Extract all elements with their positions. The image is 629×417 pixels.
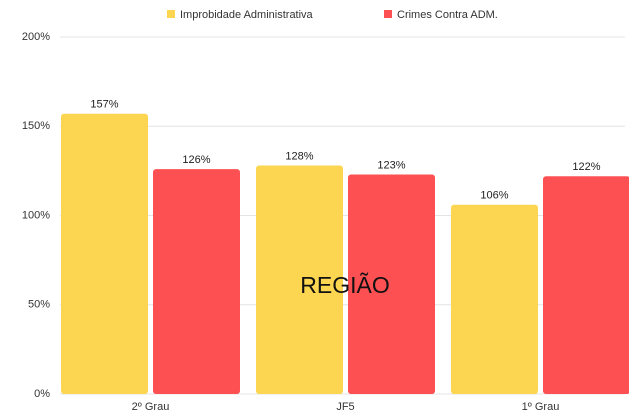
y-tick-label: 150%	[22, 120, 50, 132]
legend-swatch	[384, 10, 392, 18]
value-label: 106%	[480, 190, 508, 202]
annotation: REGIÃO	[300, 272, 389, 298]
value-label: 123%	[377, 159, 405, 171]
x-tick-label: JF5	[336, 401, 354, 413]
value-label: 126%	[182, 154, 210, 166]
bar	[451, 204, 538, 394]
y-tick-label: 0%	[34, 388, 50, 400]
x-tick-label: 2º Grau	[132, 401, 170, 413]
value-label: 128%	[285, 150, 313, 162]
bar	[61, 113, 148, 394]
y-tick-label: 200%	[22, 31, 50, 43]
x-tick-label: 1º Grau	[522, 401, 560, 413]
legend-label: Crimes Contra ADM.	[397, 9, 498, 21]
value-label: 157%	[90, 99, 118, 111]
bar	[348, 174, 435, 394]
legend-label: Improbidade Administrativa	[180, 9, 314, 21]
bar	[153, 169, 240, 394]
y-tick-label: 100%	[22, 209, 50, 221]
bar	[543, 176, 629, 394]
y-tick-label: 50%	[28, 299, 50, 311]
value-label: 122%	[572, 161, 600, 173]
legend-swatch	[167, 10, 175, 18]
bar	[256, 165, 343, 394]
